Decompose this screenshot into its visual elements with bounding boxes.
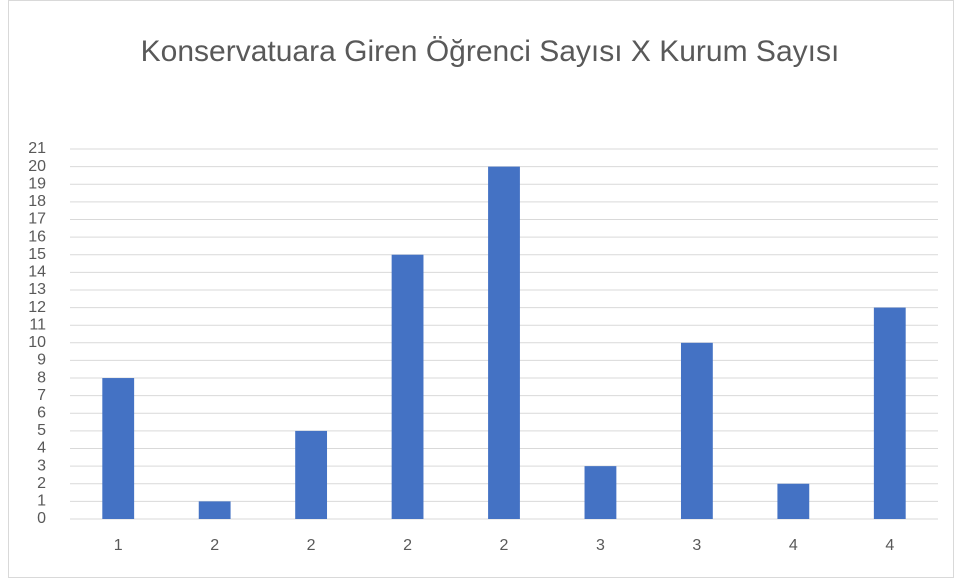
x-tick-label: 3 (692, 537, 701, 554)
y-tick-label: 14 (28, 264, 46, 281)
y-tick-label: 9 (37, 352, 46, 369)
y-tick-label: 18 (28, 193, 46, 210)
x-tick-label: 2 (210, 537, 219, 554)
y-tick-label: 7 (37, 387, 46, 404)
bar (584, 466, 617, 519)
x-tick-label: 1 (114, 537, 123, 554)
x-tick-label: 4 (789, 537, 798, 554)
x-tick-label: 2 (500, 537, 509, 554)
y-tick-label: 1 (37, 493, 46, 510)
y-tick-label: 17 (28, 211, 46, 228)
y-tick-label: 4 (37, 440, 46, 457)
y-tick-label: 20 (28, 158, 46, 175)
x-tick-label: 2 (403, 537, 412, 554)
x-tick-label: 4 (885, 537, 894, 554)
y-tick-label: 8 (37, 369, 46, 386)
chart-border (8, 0, 954, 578)
bar (391, 254, 424, 519)
y-tick-label: 12 (28, 299, 46, 316)
y-tick-label: 3 (37, 457, 46, 474)
y-tick-label: 6 (37, 405, 46, 422)
chart-title: Konservatuara Giren Öğrenci Sayısı X Kur… (140, 35, 840, 68)
x-tick-label: 2 (307, 537, 316, 554)
bar (680, 342, 713, 519)
y-tick-label: 13 (28, 281, 46, 298)
y-tick-label: 5 (37, 422, 46, 439)
bar (873, 307, 906, 519)
y-tick-label: 16 (28, 228, 46, 245)
x-tick-label: 3 (596, 537, 605, 554)
y-tick-label: 19 (28, 175, 46, 192)
y-tick-label: 0 (37, 510, 46, 527)
bar (777, 483, 810, 519)
bar (488, 166, 520, 519)
y-tick-label: 15 (28, 246, 46, 263)
y-tick-label: 2 (37, 475, 46, 492)
bar (295, 430, 328, 519)
bar (198, 501, 231, 519)
bar (102, 378, 135, 519)
y-tick-label: 11 (29, 316, 46, 333)
y-tick-label: 10 (28, 334, 46, 351)
y-tick-label: 21 (28, 140, 46, 157)
